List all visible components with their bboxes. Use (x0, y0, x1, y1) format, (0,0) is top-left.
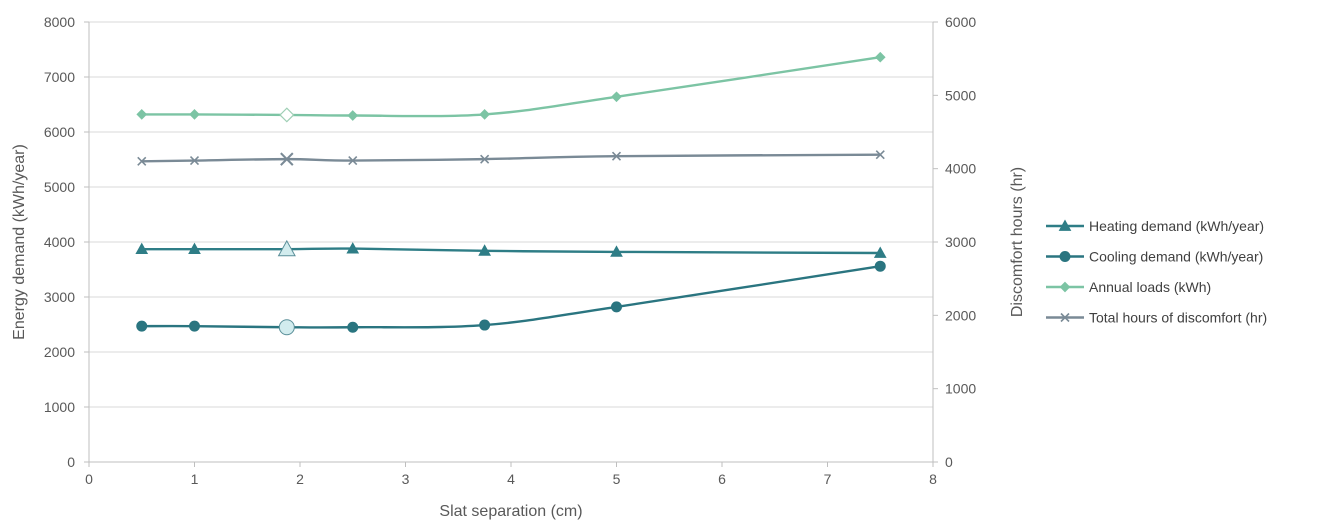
data-point (188, 242, 201, 255)
y2-tick-label: 4000 (945, 161, 976, 177)
x-tick-label: 0 (85, 471, 93, 487)
data-point (277, 239, 296, 257)
marker-stroke (875, 150, 885, 160)
x-tick-label: 2 (296, 471, 304, 487)
legend-label: Cooling demand (kWh/year) (1089, 249, 1263, 265)
y-tick-label: 8000 (44, 14, 75, 30)
x-tick-label: 4 (507, 471, 515, 487)
series-3 (137, 150, 885, 166)
y2-axis-title: Discomfort hours (hr) (1009, 167, 1026, 317)
data-point (347, 321, 359, 333)
legend-marker (1059, 281, 1071, 293)
legend-marker (1058, 219, 1072, 231)
y-tick-label: 0 (67, 454, 75, 470)
data-point (875, 150, 885, 160)
data-point (135, 242, 149, 255)
data-point (478, 244, 491, 256)
x-tick-label: 6 (718, 471, 726, 487)
y2-tick-label: 0 (945, 454, 953, 470)
data-point (136, 320, 148, 332)
x-tick-label: 3 (402, 471, 410, 487)
series-line (141, 247, 881, 255)
legend-item: Heating demand (kWh/year) (1046, 218, 1264, 234)
marker-stroke (348, 156, 358, 166)
data-point (279, 107, 295, 123)
y2-tick-label: 6000 (945, 14, 976, 30)
legend-marker (1060, 312, 1070, 323)
x-tick-label: 7 (824, 471, 832, 487)
x-axis-title: Slat separation (cm) (439, 503, 582, 520)
series-0 (135, 239, 887, 258)
data-point (873, 246, 887, 258)
data-point (346, 242, 360, 254)
y-tick-label: 7000 (44, 69, 75, 85)
data-point (280, 152, 294, 166)
axes: 0 1 2 3 4 5 6 7 80100020003000400050006000700080… (44, 14, 977, 487)
x-tick-label: 8 (929, 471, 937, 487)
data-point (611, 301, 622, 313)
x-tick-label: 5 (613, 471, 621, 487)
data-point (480, 154, 490, 164)
marker-stroke (1060, 312, 1070, 323)
data-point (479, 319, 491, 331)
y2-tick-label: 5000 (945, 87, 976, 103)
data-point (479, 109, 490, 120)
data-point (189, 109, 200, 120)
data-point (348, 156, 358, 166)
data-point (137, 156, 147, 166)
data-point (278, 319, 295, 336)
y-tick-label: 4000 (44, 234, 75, 250)
y2-tick-label: 1000 (945, 381, 976, 397)
series-group (135, 51, 887, 336)
legend-item: Annual loads (kWh) (1046, 279, 1211, 295)
marker-stroke (189, 156, 200, 166)
legend-label: Heating demand (kWh/year) (1089, 218, 1264, 234)
legend-marker (1059, 251, 1071, 262)
legend: Heating demand (kWh/year) Cooling demand … (1046, 218, 1267, 326)
y2-tick-label: 3000 (945, 234, 976, 250)
series-1 (136, 260, 886, 336)
y-tick-label: 3000 (44, 289, 75, 305)
data-point (874, 51, 886, 63)
data-point (611, 91, 622, 103)
y-tick-label: 5000 (44, 179, 75, 195)
data-point (611, 151, 622, 161)
marker-stroke (137, 156, 147, 166)
data-point (189, 156, 200, 166)
marker-stroke (611, 151, 622, 161)
y-tick-label: 6000 (44, 124, 75, 140)
legend-item: Total hours of discomfort (hr) (1046, 310, 1267, 326)
y-tick-label: 1000 (44, 399, 75, 415)
x-tick-label: 1 (191, 471, 199, 487)
y-axis-title: Energy demand (kWh/year) (11, 144, 28, 340)
series-line (141, 265, 881, 329)
legend-item: Cooling demand (kWh/year) (1046, 249, 1263, 265)
gridlines (89, 21, 933, 408)
data-point (189, 320, 200, 332)
data-point (136, 109, 148, 120)
marker-stroke (480, 154, 490, 164)
y-tick-label: 2000 (44, 344, 75, 360)
legend-label: Total hours of discomfort (hr) (1089, 310, 1267, 326)
legend-label: Annual loads (kWh) (1089, 279, 1211, 295)
data-point (347, 110, 359, 121)
series-line (141, 153, 881, 163)
y2-tick-label: 2000 (945, 307, 976, 323)
data-point (610, 245, 623, 257)
marker-stroke (280, 152, 294, 166)
series-line (141, 56, 881, 118)
series-2 (136, 51, 886, 123)
data-point (874, 260, 886, 272)
